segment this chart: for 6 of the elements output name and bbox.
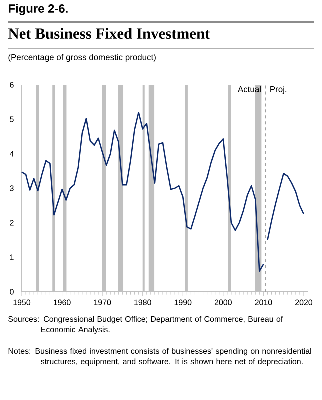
chart-title: Net Business Fixed Investment (8, 28, 210, 40)
chart-subtitle: (Percentage of gross domestic product) (8, 54, 156, 62)
line-series (267, 173, 305, 241)
annotation: Proj. (270, 86, 287, 94)
annotation: Actual (238, 86, 261, 92)
caption: Figure 2-6. (8, 4, 68, 16)
